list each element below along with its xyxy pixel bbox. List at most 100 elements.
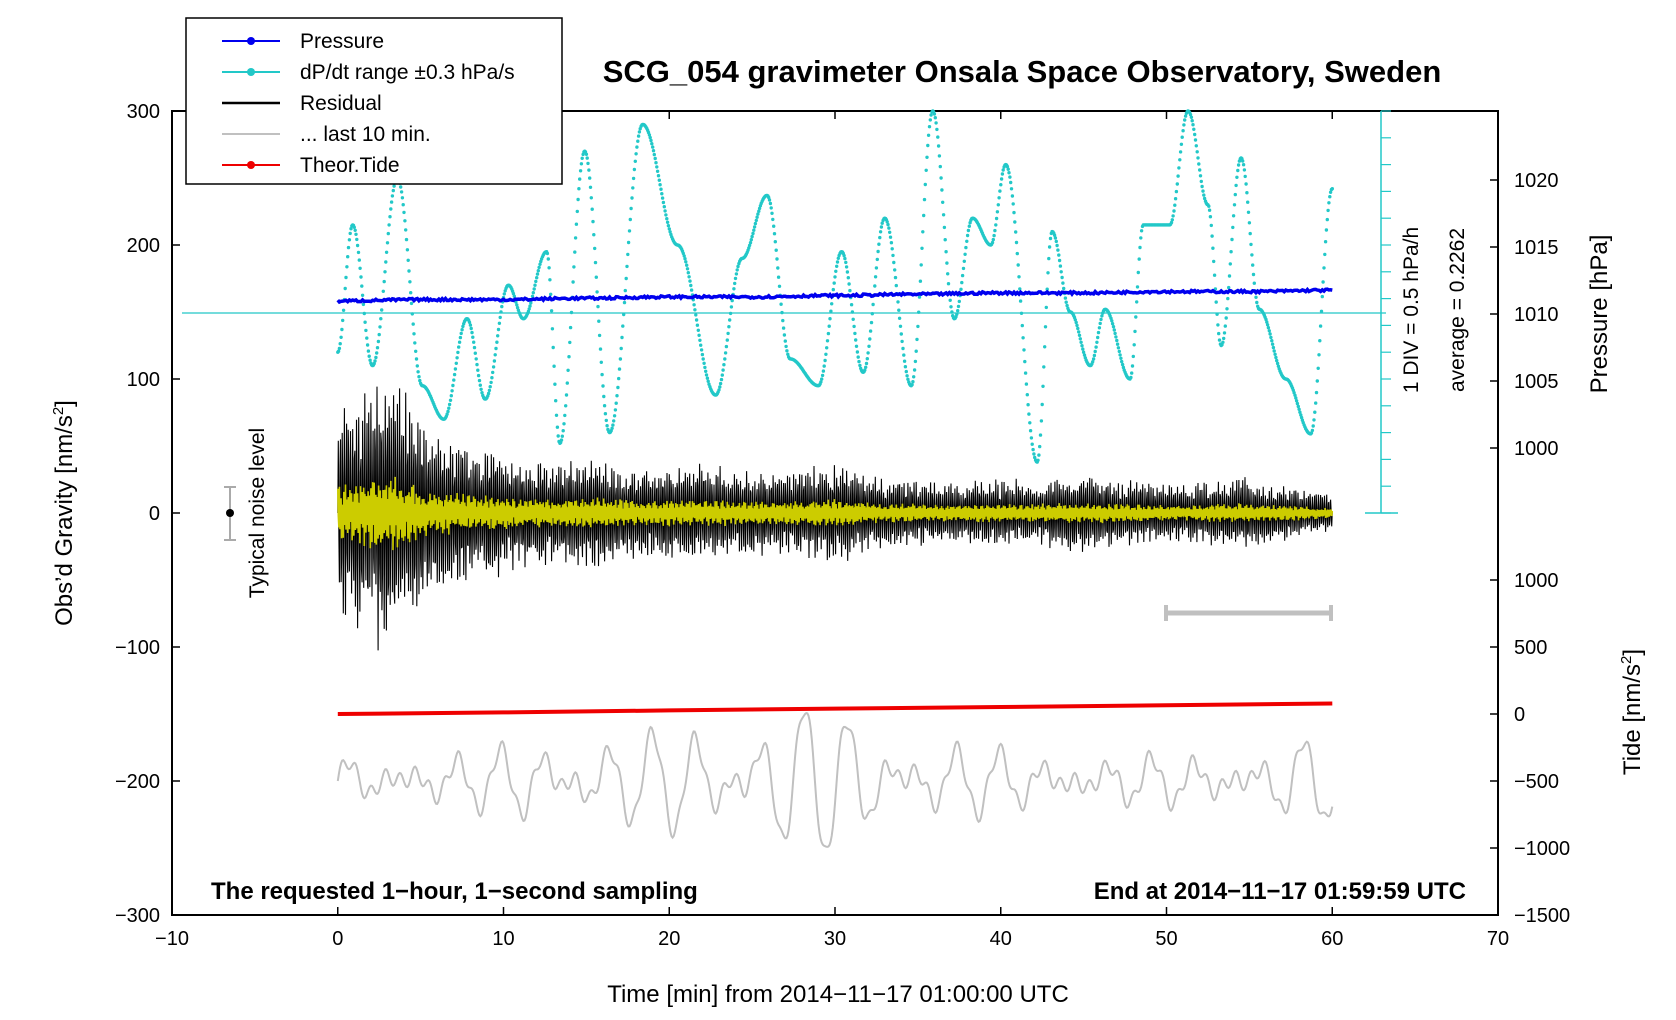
- dpdt-point: [926, 133, 931, 137]
- dpdt-point: [1324, 228, 1329, 232]
- dpdt-point: [1222, 331, 1227, 335]
- dpdt-point: [1091, 357, 1096, 361]
- dpdt-point: [941, 213, 946, 217]
- dpdt-point: [902, 359, 907, 363]
- dpdt-point: [447, 402, 452, 407]
- dpdt-point: [1327, 201, 1331, 205]
- dpdt-point: [874, 266, 879, 270]
- dpdt-point: [942, 225, 947, 230]
- dpdt-point: [1210, 234, 1214, 238]
- dpdt-point: [1189, 115, 1194, 120]
- dpdt-point: [994, 223, 998, 227]
- dpdt-point: [637, 130, 642, 134]
- dpdt-point: [1241, 163, 1246, 167]
- dpdt-point: [923, 182, 927, 187]
- dpdt-point: [870, 312, 874, 316]
- dpdt-point: [556, 434, 560, 438]
- dpdt-point: [1138, 245, 1142, 250]
- dpdt-point: [621, 324, 625, 328]
- dpdt-point: [1077, 330, 1081, 334]
- dpdt-point: [697, 333, 701, 337]
- dpdt-point: [338, 342, 342, 346]
- dpdt-point: [604, 418, 608, 423]
- dpdt-point: [718, 385, 722, 389]
- dpdt-point: [499, 310, 503, 314]
- dpdt-point: [363, 320, 367, 324]
- dpdt-point: [934, 121, 938, 125]
- dpdt-point: [1028, 421, 1032, 425]
- dpdt-point: [479, 387, 483, 391]
- dpdt-point: [1092, 353, 1097, 358]
- dpdt-point: [1081, 347, 1085, 351]
- dpdt-point: [591, 219, 595, 224]
- dpdt-point: [1064, 300, 1068, 304]
- dpdt-point: [1178, 158, 1182, 162]
- dpdt-point: [586, 161, 590, 166]
- dpdt-point: [567, 355, 571, 359]
- dpdt-point: [820, 377, 824, 381]
- dpdt-point: [893, 268, 897, 272]
- dpdt-point: [936, 144, 941, 148]
- dpdt-point: [820, 373, 825, 378]
- dpdt-scale-bar: [1365, 110, 1398, 514]
- dpdt-point: [825, 346, 829, 350]
- dpdt-point: [1323, 240, 1328, 244]
- dpdt-point: [781, 318, 785, 323]
- dpdt-point: [1119, 356, 1123, 360]
- dpdt-point: [588, 185, 593, 189]
- dpdt-point: [911, 380, 915, 384]
- dpdt-point: [413, 341, 417, 345]
- dpdt-point: [600, 372, 604, 377]
- dpdt-point: [780, 310, 784, 315]
- dpdt-point: [845, 270, 850, 274]
- dpdt-point: [990, 240, 995, 245]
- dpdt-point: [699, 343, 703, 347]
- dpdt-point: [368, 358, 372, 362]
- dpdt-point: [1136, 270, 1141, 275]
- dpdt-point: [918, 279, 923, 283]
- dpdt-point: [380, 308, 384, 312]
- dpdt-point: [1207, 208, 1212, 212]
- dpdt-point: [546, 257, 550, 261]
- dpdt-point: [752, 228, 756, 232]
- dpdt-point: [1080, 344, 1084, 348]
- dpdt-point: [946, 272, 950, 276]
- dpdt-point: [757, 209, 761, 213]
- footer-left: The requested 1−hour, 1−second sampling: [211, 878, 698, 905]
- dpdt-point: [561, 429, 565, 433]
- dpdt-point: [568, 325, 573, 330]
- dpdt-point: [549, 309, 554, 313]
- series-theor-tide: [337, 701, 1333, 716]
- dpdt-point: [1130, 371, 1134, 375]
- dpdt-point: [411, 322, 415, 326]
- dpdt-point: [960, 280, 964, 285]
- dpdt-point: [339, 335, 343, 339]
- dpdt-point: [660, 192, 664, 196]
- dpdt-point: [1063, 296, 1068, 300]
- dpdt-point: [1197, 162, 1201, 166]
- dpdt-point: [1246, 200, 1250, 204]
- dpdt-point: [753, 221, 758, 226]
- dpdt-point: [1314, 401, 1318, 405]
- dpdt-point: [372, 361, 376, 366]
- dpdt-point: [724, 344, 729, 349]
- dpdt-point: [997, 196, 1001, 200]
- dpdt-point: [729, 305, 734, 309]
- series-last-10-min: [336, 712, 1334, 848]
- dpdt-point: [1043, 325, 1048, 329]
- dpdt-point: [1100, 314, 1104, 318]
- dpdt-point: [564, 393, 569, 397]
- dpdt-point: [597, 333, 602, 338]
- dpdt-point: [389, 200, 394, 204]
- dpdt-point: [773, 240, 777, 244]
- dpdt-point: [403, 219, 407, 223]
- dpdt-point: [602, 404, 607, 408]
- dpdt-point: [1274, 355, 1278, 360]
- dpdt-point: [831, 287, 835, 292]
- legend-label: Residual: [300, 92, 382, 115]
- dpdt-point: [388, 215, 392, 219]
- dpdt-point: [1217, 331, 1221, 336]
- dpdt-point: [1275, 358, 1279, 363]
- dpdt-point: [404, 228, 408, 232]
- dpdt-point: [626, 240, 631, 245]
